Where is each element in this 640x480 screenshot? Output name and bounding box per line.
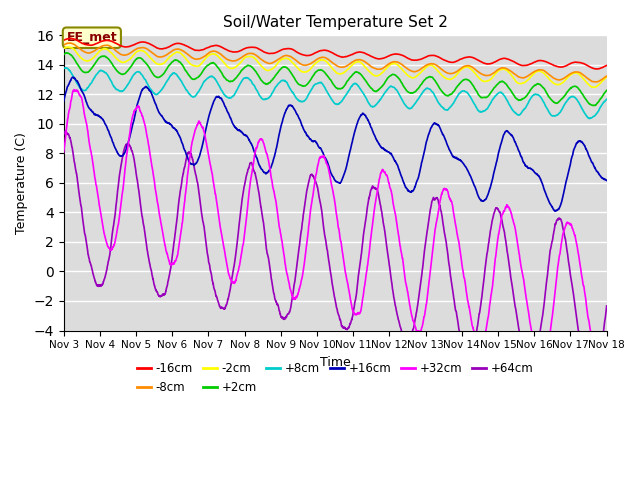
Title: Soil/Water Temperature Set 2: Soil/Water Temperature Set 2 [223, 15, 447, 30]
Y-axis label: Temperature (C): Temperature (C) [15, 132, 28, 234]
Text: EE_met: EE_met [67, 31, 117, 44]
X-axis label: Time: Time [320, 356, 351, 369]
Legend: -16cm, -8cm, -2cm, +2cm, +8cm, +16cm, +32cm, +64cm: -16cm, -8cm, -2cm, +2cm, +8cm, +16cm, +3… [132, 357, 538, 398]
